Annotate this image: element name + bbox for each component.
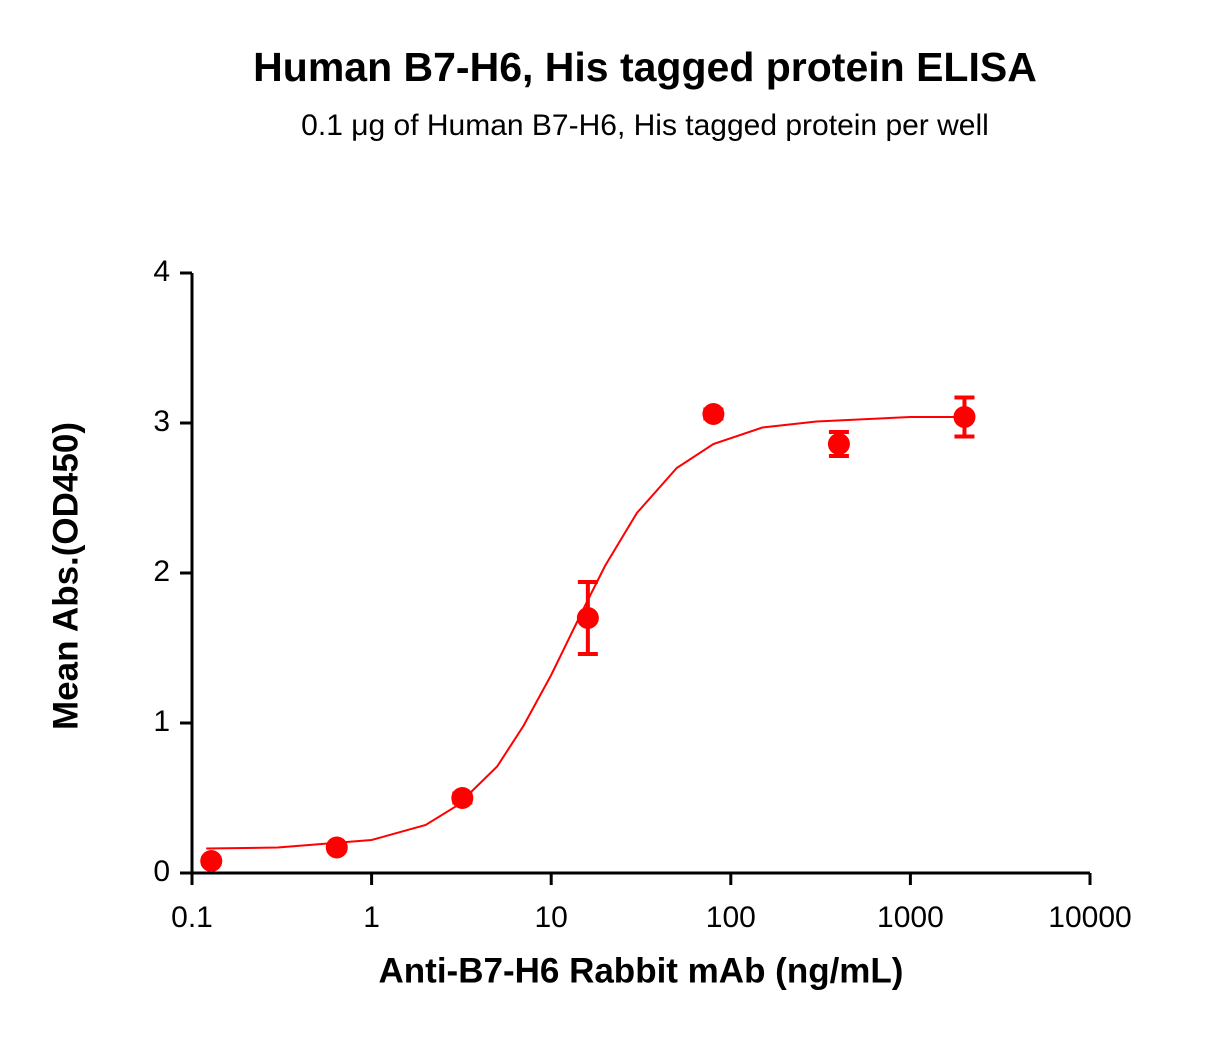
data-point <box>702 403 725 425</box>
y-axis-label: Mean Abs.(OD450) <box>46 422 85 730</box>
data-point <box>451 787 474 809</box>
data-point <box>576 607 599 629</box>
y-tick-label: 0 <box>153 855 170 888</box>
fit-curve <box>206 416 965 850</box>
chart-subtitle: 0.1 μg of Human B7-H6, His tagged protei… <box>301 109 989 142</box>
x-tick-label: 100 <box>706 901 756 934</box>
data-point <box>325 836 348 859</box>
data-point <box>953 406 976 428</box>
chart-title: Human B7-H6, His tagged protein ELISA <box>253 44 1037 90</box>
data-point <box>200 850 223 872</box>
y-tick-label: 1 <box>153 705 170 738</box>
x-tick-label: 10000 <box>1048 901 1131 934</box>
x-tick-label: 0.1 <box>171 901 213 934</box>
x-tick-label: 1000 <box>877 901 944 934</box>
y-tick-label: 3 <box>153 405 170 438</box>
x-tick-label: 1 <box>363 901 380 934</box>
y-tick-label: 2 <box>153 555 170 588</box>
data-point <box>827 433 850 455</box>
x-axis-label: Anti-B7-H6 Rabbit mAb (ng/mL) <box>379 951 904 990</box>
y-tick-label: 4 <box>153 255 170 288</box>
x-tick-label: 10 <box>535 901 568 934</box>
